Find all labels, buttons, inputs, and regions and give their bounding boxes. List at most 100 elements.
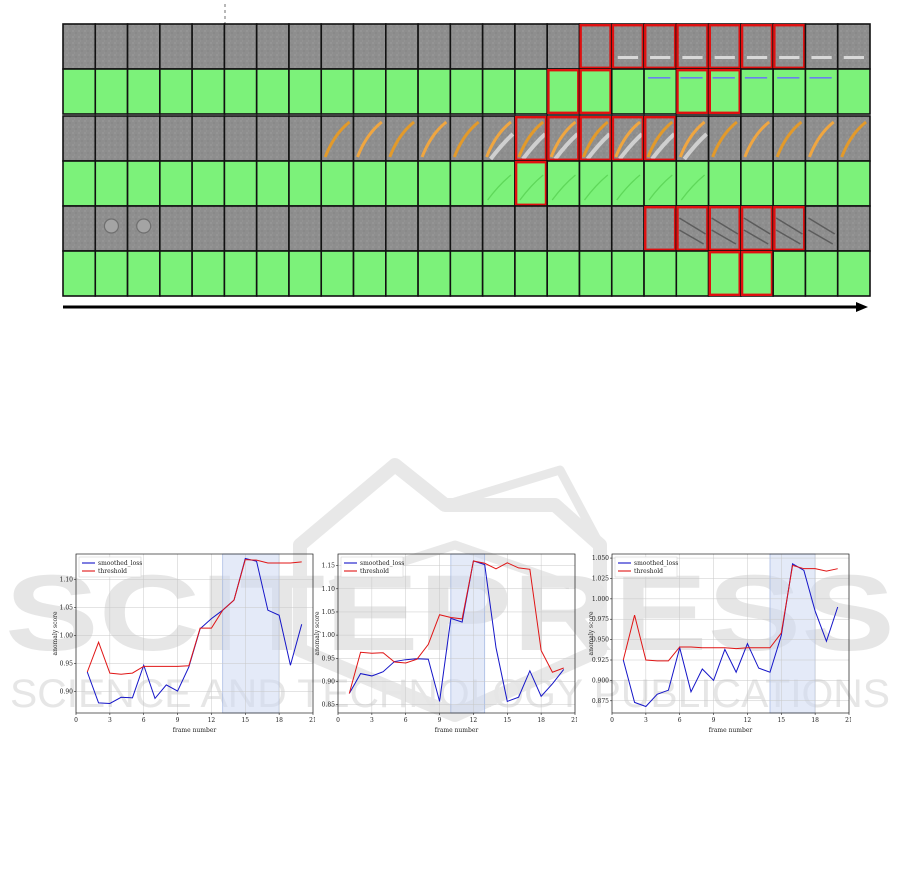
anomaly-map-frame — [159, 68, 193, 115]
anomaly-map-frame — [643, 160, 678, 207]
anomaly-map-frame — [62, 250, 97, 297]
anomaly-window — [769, 553, 816, 714]
rgb-frame — [514, 205, 548, 252]
watermark-subtext: SCIENCE AND TECHNOLOGY PUBLICATIONS — [10, 672, 890, 716]
x-tick-label: 21 — [309, 717, 315, 724]
anomaly-map-frame — [94, 250, 129, 297]
rgb-frame — [255, 115, 290, 162]
anomaly-map-frame — [126, 160, 161, 207]
anomaly-highlight-box — [708, 68, 741, 114]
y-tick-label: 1.050 — [592, 555, 609, 562]
rgb-frame — [707, 205, 742, 252]
y-tick-label: 0.90 — [322, 678, 336, 685]
rgb-frame — [288, 115, 323, 162]
rgb-frame — [546, 115, 581, 162]
anomaly-map-frame — [740, 250, 774, 297]
anomaly-map-frame — [62, 68, 97, 115]
anomaly-map-frame — [255, 250, 290, 297]
anomaly-map-frame — [836, 250, 871, 297]
rgb-frame — [772, 205, 807, 252]
anomaly-highlight-box — [740, 24, 774, 69]
anomaly-map-frame — [740, 68, 774, 115]
y-tick-label: 1.10 — [60, 576, 74, 583]
rgb-frame — [191, 205, 226, 252]
rgb-frame — [62, 115, 97, 162]
anomaly-map-frame — [191, 250, 226, 297]
anomaly-map-frame — [449, 250, 484, 297]
rgb-frame — [514, 23, 548, 70]
anomaly-map-frame — [707, 250, 742, 297]
anomaly-map-frame — [610, 250, 645, 297]
series-line-threshold — [348, 560, 564, 694]
rgb-frame — [62, 205, 97, 252]
rgb-frame — [255, 205, 290, 252]
x-axis-label: frame number — [173, 727, 217, 734]
rgb-frame — [836, 115, 871, 162]
frame-group-3 — [62, 205, 871, 297]
series-line-threshold — [86, 559, 302, 675]
y-tick-label: 1.10 — [322, 586, 336, 593]
anomaly-map-frame — [514, 68, 548, 115]
anomaly-map-frame — [772, 250, 807, 297]
rgb-frame — [417, 115, 452, 162]
anomaly-map-frame — [546, 160, 581, 207]
anomaly-map-frame — [772, 160, 807, 207]
anomaly-map-frame — [578, 250, 613, 297]
anomaly-map-frame — [255, 68, 290, 115]
anomaly-map-frame — [417, 250, 452, 297]
watermark-text: SCITEPRESS — [5, 552, 895, 673]
anomaly-highlight-box — [708, 24, 741, 69]
anomaly-highlight-box — [644, 115, 677, 161]
rgb-frame — [481, 23, 516, 70]
rgb-frame — [772, 115, 807, 162]
rgb-frame — [578, 23, 613, 70]
anomaly-map-frame — [643, 68, 678, 115]
y-tick-label: 0.900 — [592, 677, 609, 684]
anomaly-map-frame — [352, 68, 387, 115]
x-tick-label: 6 — [142, 717, 146, 724]
anomaly-highlight-box — [740, 205, 774, 251]
anomaly-map-frame — [675, 250, 710, 297]
anomaly-map-frame — [578, 68, 613, 115]
y-tick-label: 0.95 — [322, 655, 336, 662]
anomaly-map-frame — [223, 160, 258, 207]
rgb-frame — [384, 115, 419, 162]
anomaly-map-frame — [740, 160, 774, 207]
legend-entry: smoothed_loss — [360, 560, 404, 567]
anomaly-map-frame — [481, 250, 516, 297]
y-tick-label: 1.15 — [322, 563, 336, 570]
anomaly-map-frame — [320, 68, 355, 115]
rgb-frame — [352, 115, 387, 162]
x-tick-label: 3 — [370, 717, 374, 724]
rgb-frame — [126, 115, 161, 162]
anomaly-highlight-box — [708, 250, 741, 296]
anomaly-chart-2: 0 3 6 9 12 15 18 21 0.85 0.90 0.95 1.00 1.05 1.10 1.15… — [314, 553, 577, 734]
frame-groups — [62, 23, 871, 297]
frame-group-2 — [62, 115, 871, 207]
anomaly-map-frame — [320, 160, 355, 207]
anomaly-map-frame — [546, 68, 581, 115]
anomaly-map-frame — [94, 68, 129, 115]
rgb-frame — [449, 115, 484, 162]
frame-group-1 — [62, 23, 871, 115]
y-axis-label: anomaly score — [314, 611, 321, 655]
x-tick-label: 18 — [537, 717, 545, 724]
y-tick-label: 0.875 — [592, 698, 609, 705]
anomaly-highlight-box — [644, 205, 677, 251]
anomaly-map-frame — [320, 250, 355, 297]
anomaly-highlight-box — [579, 24, 612, 69]
rgb-frame — [643, 115, 678, 162]
rgb-frame — [191, 23, 226, 70]
anomaly-map-frame — [417, 160, 452, 207]
x-tick-label: 6 — [404, 717, 408, 724]
rgb-frame — [740, 205, 774, 252]
rgb-frame — [126, 23, 161, 70]
x-tick-label: 21 — [571, 717, 577, 724]
anomaly-highlight-box — [547, 68, 580, 114]
anomaly-map-frame — [288, 250, 323, 297]
rgb-frame — [740, 23, 774, 70]
rgb-frame — [707, 115, 742, 162]
anomaly-map-frame — [126, 68, 161, 115]
